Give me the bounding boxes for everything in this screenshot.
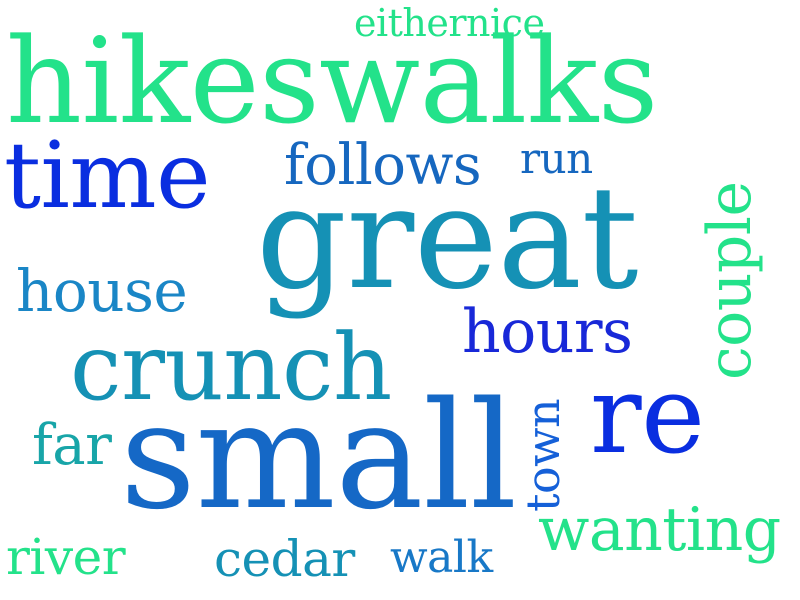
word-great: great bbox=[256, 156, 639, 321]
word-hikeswalks: hikeswalks bbox=[6, 12, 658, 150]
word-cedar: cedar bbox=[214, 530, 355, 588]
word-walk: walk bbox=[390, 532, 493, 583]
word-follows: follows bbox=[284, 133, 482, 198]
word-far: far bbox=[32, 413, 112, 478]
word-crunch: crunch bbox=[70, 314, 392, 421]
word-couple: couple bbox=[695, 181, 765, 380]
word-river: river bbox=[6, 528, 126, 586]
word-wanting: wanting bbox=[538, 495, 781, 565]
word-small: small bbox=[120, 370, 517, 542]
word-eithernice: eithernice bbox=[354, 1, 545, 45]
word-hours: hours bbox=[462, 297, 633, 367]
word-re: re bbox=[590, 353, 705, 478]
word-house: house bbox=[16, 257, 188, 325]
word-run: run bbox=[520, 134, 593, 183]
word-time: time bbox=[4, 122, 211, 229]
